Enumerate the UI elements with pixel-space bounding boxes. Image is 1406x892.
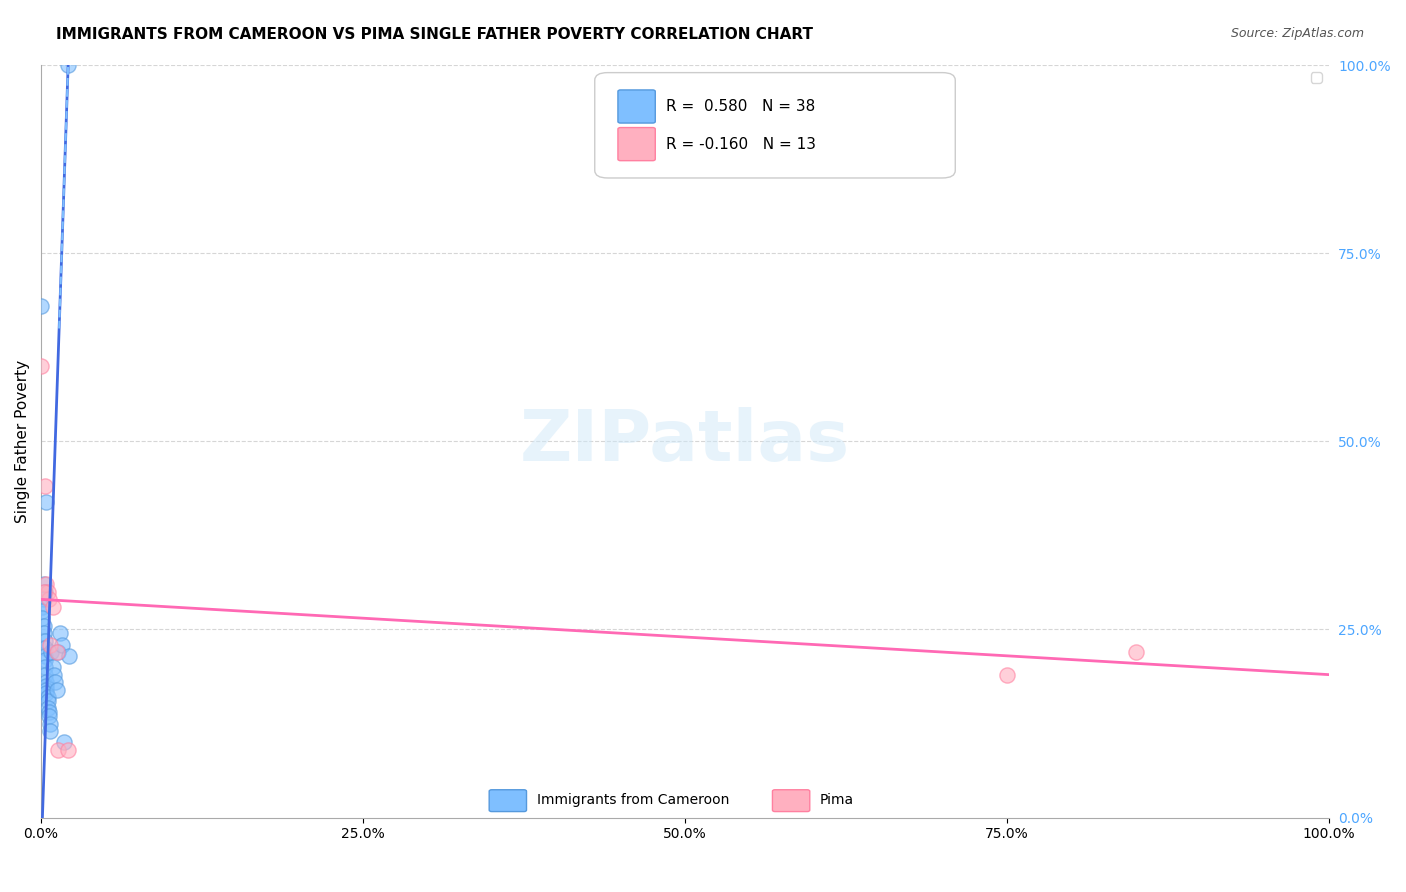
- Point: [45, 645, 67, 659]
- FancyBboxPatch shape: [617, 128, 655, 161]
- Point: [41, 645, 63, 659]
- FancyBboxPatch shape: [595, 72, 955, 178]
- Point: [38, 705, 60, 719]
- Point: [32, 585, 55, 599]
- Text: Source: ZipAtlas.com: Source: ZipAtlas.com: [1230, 27, 1364, 40]
- Point: [32, 626, 55, 640]
- FancyBboxPatch shape: [617, 90, 655, 123]
- Point: [30, 359, 52, 373]
- Point: [35, 577, 58, 591]
- Point: [995, 667, 1018, 681]
- Point: [34, 585, 56, 599]
- Point: [35, 679, 58, 693]
- Point: [39, 716, 62, 731]
- Point: [39, 724, 62, 739]
- Text: IMMIGRANTS FROM CAMEROON VS PIMA SINGLE FATHER POVERTY CORRELATION CHART: IMMIGRANTS FROM CAMEROON VS PIMA SINGLE …: [56, 27, 813, 42]
- Point: [41, 599, 63, 614]
- Point: [31, 604, 53, 618]
- Point: [53, 735, 76, 749]
- Point: [56, 743, 79, 757]
- Point: [46, 743, 69, 757]
- Point: [1125, 645, 1147, 659]
- Point: [30, 299, 52, 313]
- Point: [37, 701, 59, 715]
- Text: R = -0.160   N = 13: R = -0.160 N = 13: [665, 136, 815, 152]
- Point: [38, 709, 60, 723]
- Point: [34, 667, 56, 681]
- Point: [31, 599, 53, 614]
- Point: [37, 694, 59, 708]
- Point: [34, 660, 56, 674]
- Legend: : [1310, 72, 1322, 83]
- Point: [35, 675, 58, 690]
- Point: [51, 638, 73, 652]
- Point: [56, 58, 79, 72]
- Point: [35, 686, 58, 700]
- Point: [32, 618, 55, 632]
- Point: [44, 675, 66, 690]
- Point: [42, 667, 65, 681]
- Text: ZIPatlas: ZIPatlas: [520, 407, 851, 475]
- Point: [34, 652, 56, 666]
- Point: [39, 638, 62, 652]
- Point: [37, 690, 59, 705]
- Point: [31, 611, 53, 625]
- FancyBboxPatch shape: [772, 789, 810, 812]
- Point: [34, 633, 56, 648]
- Point: [34, 648, 56, 663]
- Point: [41, 660, 63, 674]
- Point: [49, 626, 72, 640]
- Point: [32, 592, 55, 607]
- Point: [35, 494, 58, 508]
- Y-axis label: Single Father Poverty: Single Father Poverty: [15, 359, 30, 523]
- Point: [38, 592, 60, 607]
- Text: Immigrants from Cameroon: Immigrants from Cameroon: [537, 793, 730, 807]
- FancyBboxPatch shape: [489, 789, 526, 812]
- Point: [45, 682, 67, 697]
- Point: [34, 479, 56, 493]
- Text: R =  0.580   N = 38: R = 0.580 N = 38: [665, 99, 815, 114]
- Point: [35, 682, 58, 697]
- Text: Pima: Pima: [820, 793, 855, 807]
- Point: [37, 585, 59, 599]
- Point: [34, 641, 56, 656]
- Point: [58, 648, 80, 663]
- Point: [46, 645, 69, 659]
- Point: [32, 577, 55, 591]
